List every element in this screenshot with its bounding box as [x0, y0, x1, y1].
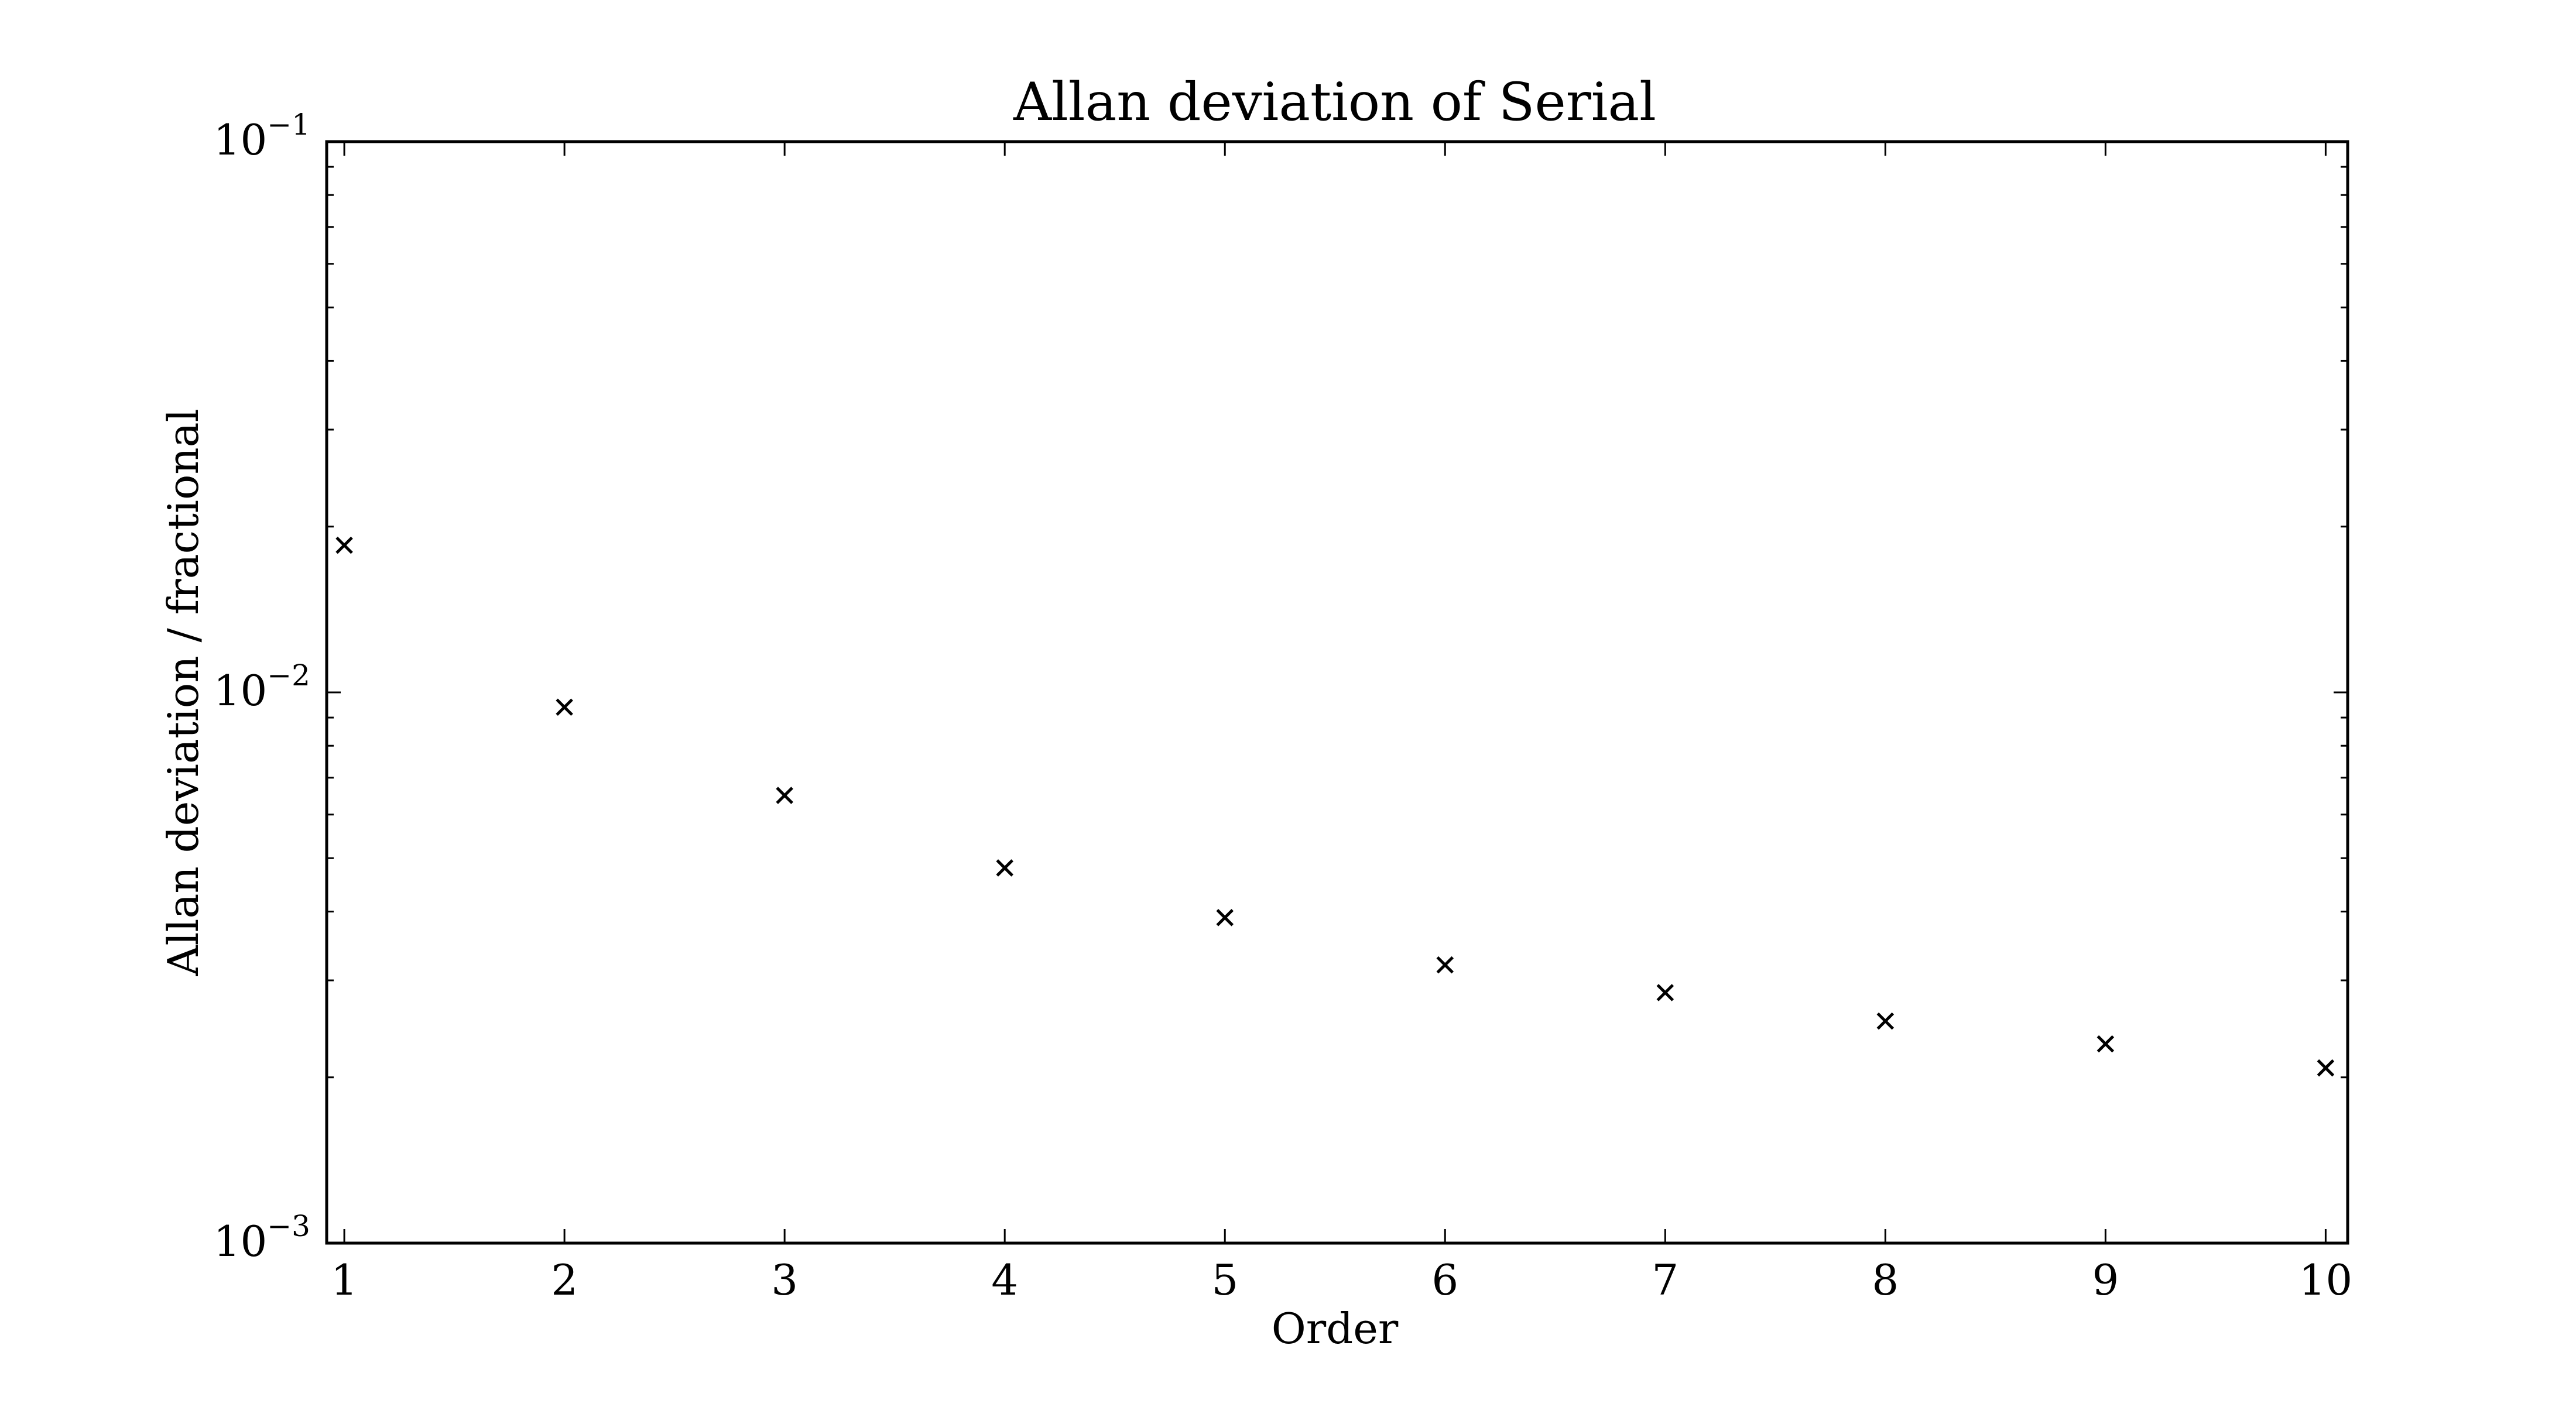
data-point-stroke	[1876, 1012, 1895, 1030]
data-point	[776, 787, 793, 804]
data-point-stroke	[2097, 1035, 2115, 1053]
data-point-stroke	[1656, 984, 1674, 1001]
major-ticks	[327, 140, 2348, 1244]
x-axis-label: Order	[1272, 1304, 1399, 1353]
x-tick-labels: 1 2 3 4 5 6 7 8 9 10	[331, 1255, 2352, 1305]
data-point	[996, 859, 1013, 877]
x-tick-label: 1	[331, 1255, 358, 1305]
data-point	[1436, 956, 1454, 974]
y-axis-label: Allan deviation / fractional	[159, 409, 208, 976]
data-point	[1656, 984, 1674, 1001]
x-tick-label: 8	[1872, 1255, 1899, 1305]
chart-title: Allan deviation of Serial	[1013, 71, 1656, 133]
data-point-stroke	[1216, 909, 1234, 926]
x-tick-label: 5	[1211, 1255, 1238, 1305]
data-point	[1216, 909, 1234, 926]
y-tick-label: 10−1	[214, 108, 310, 164]
x-tick-label: 3	[771, 1255, 798, 1305]
x-tick-label: 4	[991, 1255, 1018, 1305]
data-points	[335, 536, 2335, 1077]
data-point-stroke	[335, 536, 353, 554]
data-point	[1876, 1012, 1895, 1030]
data-point-stroke	[1436, 956, 1454, 974]
x-tick-label: 2	[551, 1255, 578, 1305]
data-point	[335, 536, 353, 554]
x-tick-label: 9	[2092, 1255, 2119, 1305]
data-point	[2317, 1059, 2335, 1077]
data-point	[2097, 1035, 2115, 1053]
x-tick-label: 7	[1652, 1255, 1678, 1305]
x-tick-label: 10	[2299, 1255, 2353, 1305]
y-tick-label: 10−2	[214, 658, 310, 715]
y-tick-labels: 10−1 10−2 10−3	[214, 108, 310, 1266]
data-point-stroke	[996, 859, 1013, 877]
data-point-stroke	[556, 698, 573, 716]
plot-frame	[325, 140, 2349, 1245]
minor-ticks	[327, 166, 2348, 1079]
data-point-stroke	[2317, 1059, 2335, 1077]
y-tick-label: 10−3	[214, 1209, 310, 1266]
x-tick-label: 6	[1431, 1255, 1458, 1305]
data-point-stroke	[776, 787, 793, 804]
data-point	[556, 698, 573, 716]
